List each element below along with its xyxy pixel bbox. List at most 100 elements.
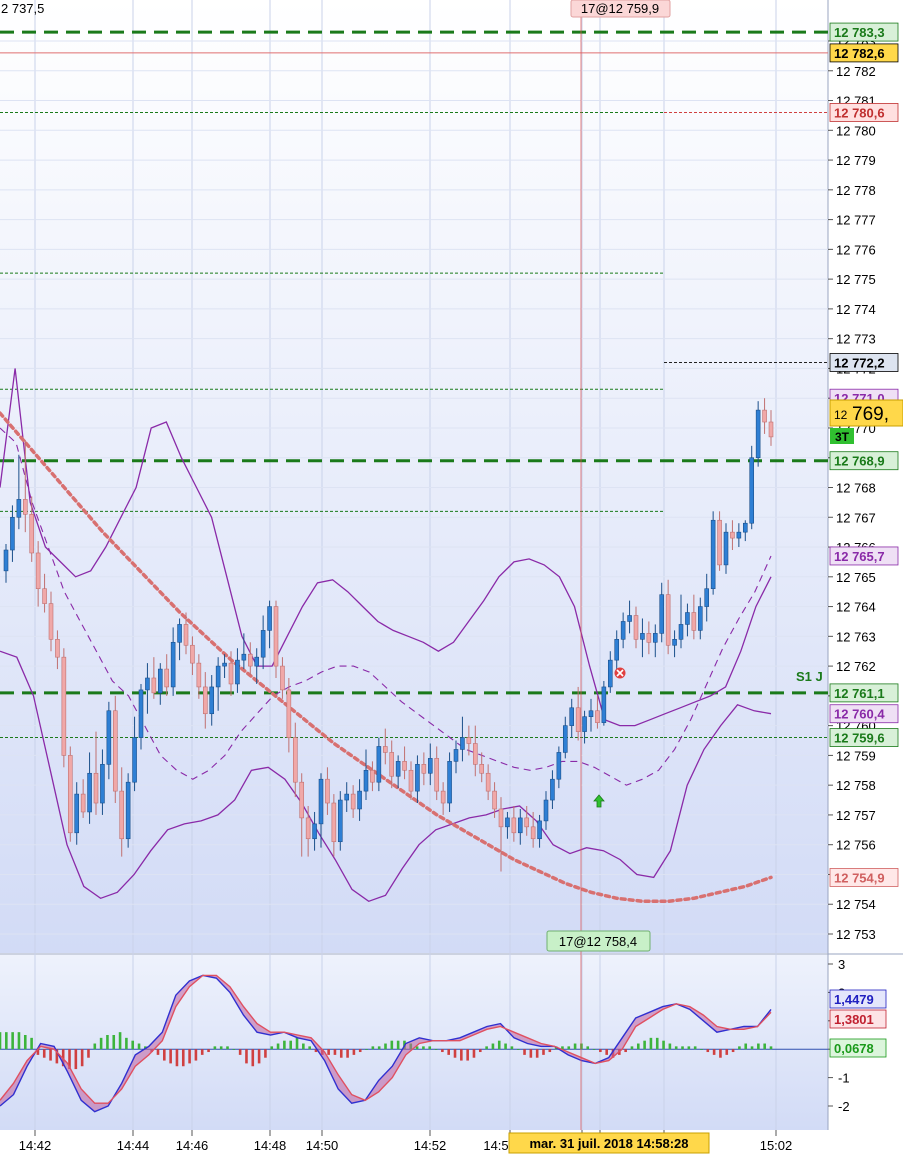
- low-label: 17@12 758,4: [559, 934, 637, 949]
- macd-histogram-bar: [352, 1049, 356, 1055]
- y-tick-label: 12 780: [836, 123, 876, 138]
- candle-body: [382, 746, 388, 753]
- candle-body: [607, 659, 613, 688]
- candle-body: [530, 826, 536, 840]
- candle-body: [209, 686, 215, 715]
- macd-histogram-bar: [662, 1040, 665, 1050]
- buy-arrow-icon: [593, 794, 605, 808]
- y-tick-label: 12 753: [836, 927, 876, 942]
- macd-histogram-bar: [636, 1043, 640, 1050]
- period-tag-box: [830, 428, 854, 444]
- candle-body: [119, 790, 125, 840]
- x-tick-label: 14:46: [176, 1138, 209, 1153]
- macd-y-tick-label: -2: [838, 1099, 850, 1114]
- bollinger-middle-line: [0, 427, 772, 786]
- macd-histogram-bar: [238, 1049, 242, 1055]
- candle-body: [312, 823, 317, 840]
- macd-histogram-bar: [750, 1046, 754, 1050]
- candle-body: [460, 737, 465, 750]
- macd-histogram-bar: [169, 1049, 172, 1064]
- candle-body: [447, 761, 452, 804]
- macd-histogram-bar: [485, 1046, 488, 1050]
- candle-body: [755, 409, 761, 459]
- macd-histogram-bar: [175, 1049, 179, 1067]
- horizontal-levels: [0, 30, 828, 739]
- price-tag-label: 12 761,1: [834, 686, 885, 701]
- candle-body: [575, 707, 581, 732]
- macd-histogram-bar: [181, 1049, 185, 1067]
- candle-body: [254, 656, 260, 667]
- macd-histogram-bar: [428, 1046, 432, 1050]
- y-tick-label: 12 767: [836, 510, 876, 525]
- signal-line: [0, 974, 772, 1104]
- macd-histogram-bar: [396, 1040, 400, 1050]
- candle-body: [421, 764, 427, 774]
- macd-histogram-bar: [194, 1049, 198, 1061]
- candle-body: [80, 793, 86, 813]
- macd-histogram-bar: [339, 1049, 343, 1058]
- candle-body: [370, 769, 375, 783]
- macd-histogram-bar: [276, 1043, 280, 1050]
- macd-histogram-bar: [118, 1032, 122, 1050]
- macd-histogram-bar: [87, 1049, 90, 1058]
- macd-histogram-bar: [757, 1043, 760, 1050]
- candle-body: [112, 710, 118, 792]
- candle-body: [440, 790, 446, 804]
- price-tag-box: [829, 43, 899, 63]
- candle-body: [588, 710, 594, 718]
- macd-histogram-bar: [219, 1046, 223, 1050]
- macd-histogram-bar: [207, 1049, 210, 1053]
- candle-body: [292, 737, 298, 783]
- last-price-big: 769,: [852, 404, 889, 425]
- candle-body: [723, 531, 729, 566]
- candle-body: [633, 615, 639, 640]
- macd-histogram-bar: [523, 1049, 526, 1055]
- candle-body: [389, 752, 395, 777]
- candle-body: [453, 749, 459, 762]
- macd-y-tick-label: -1: [838, 1071, 850, 1086]
- macd-histogram-bar: [573, 1043, 577, 1050]
- macd-histogram-bar: [5, 1032, 8, 1050]
- candle-body: [672, 639, 677, 646]
- candle-body: [492, 790, 497, 810]
- candle-body: [318, 778, 324, 825]
- macd-histogram-bar: [23, 1035, 27, 1050]
- candle-body: [138, 689, 144, 738]
- price-tag-label: 12 782,6: [834, 46, 885, 61]
- candle-body: [241, 653, 247, 661]
- candle-body: [325, 778, 330, 804]
- macd-histogram-bar: [232, 1049, 236, 1050]
- macd-histogram-bar: [529, 1049, 533, 1058]
- price-tag-label: 12 760,4: [834, 707, 885, 722]
- candle-body: [151, 677, 157, 694]
- candle-body: [55, 639, 60, 658]
- macd-line: [0, 974, 772, 1113]
- candle-body: [562, 725, 568, 753]
- period-tag: 3T: [835, 430, 850, 444]
- price-plot-background: [0, 0, 828, 953]
- price-tag-box: [829, 868, 899, 887]
- candle-body: [22, 499, 28, 515]
- macd-tag-box: [829, 989, 887, 1009]
- macd-histogram-bar: [763, 1043, 766, 1050]
- candle-body: [730, 531, 735, 539]
- candle-body: [235, 659, 240, 685]
- candle-body: [595, 710, 600, 723]
- macd-histogram-bar: [302, 1043, 305, 1050]
- macd-histogram-bar: [548, 1049, 552, 1053]
- time-axis: 14:42 14:44 14:46 14:48 14:50 14:52 14:5 15:02: [19, 1130, 792, 1153]
- macd-histogram-bar: [270, 1046, 274, 1050]
- candle-body: [305, 817, 311, 840]
- candle-body: [196, 662, 202, 688]
- macd-histogram-bar: [11, 1032, 14, 1050]
- macd-histogram-bar: [0, 1032, 2, 1050]
- macd-histogram-bar: [706, 1049, 710, 1053]
- candle-body: [29, 513, 35, 554]
- candle-body: [691, 612, 697, 631]
- macd-histogram-bar: [30, 1037, 33, 1050]
- macd-histogram-bar: [586, 1046, 590, 1050]
- macd-histogram-bar: [308, 1046, 311, 1050]
- price-tag-box: [829, 103, 899, 122]
- x-tick-label: 14:50: [306, 1138, 339, 1153]
